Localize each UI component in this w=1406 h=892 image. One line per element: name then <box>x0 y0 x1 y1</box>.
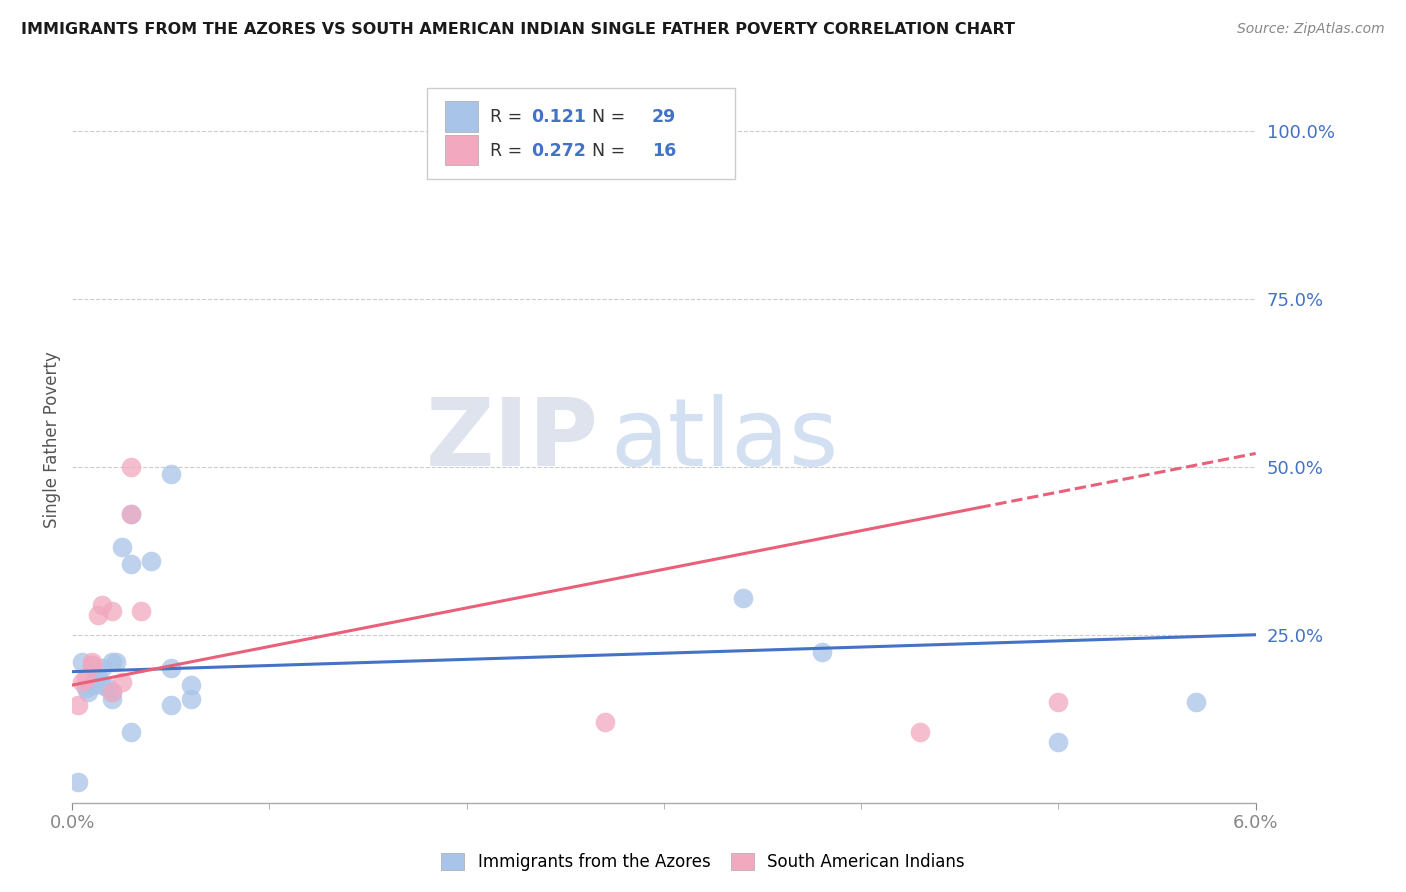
Point <box>80 655 103 669</box>
Point <box>70 655 93 669</box>
Point <box>87 607 110 622</box>
Point <box>77 685 100 699</box>
Point <box>104 655 127 669</box>
Point <box>75 672 97 686</box>
FancyBboxPatch shape <box>446 101 478 132</box>
Point <box>90 598 112 612</box>
Point <box>100 604 122 618</box>
Point <box>160 467 183 481</box>
Point <box>120 725 142 739</box>
Point <box>100 655 122 669</box>
Point <box>120 558 142 572</box>
Point <box>1047 695 1070 709</box>
Point <box>67 698 90 713</box>
Point <box>90 678 112 692</box>
Point <box>67 775 90 789</box>
Point <box>731 591 754 605</box>
Point <box>87 672 110 686</box>
Point <box>110 541 132 555</box>
Point <box>129 604 152 618</box>
FancyBboxPatch shape <box>427 88 735 179</box>
Text: R =: R = <box>489 142 527 160</box>
Text: Source: ZipAtlas.com: Source: ZipAtlas.com <box>1237 22 1385 37</box>
Point <box>180 678 202 692</box>
Point <box>593 714 616 729</box>
Text: ZIP: ZIP <box>426 394 599 486</box>
Point <box>910 725 932 739</box>
Legend: Immigrants from the Azores, South American Indians: Immigrants from the Azores, South Americ… <box>433 845 973 880</box>
Text: 16: 16 <box>652 142 676 160</box>
Point <box>120 459 142 474</box>
Point <box>80 657 103 672</box>
Text: 0.121: 0.121 <box>531 108 586 126</box>
Point <box>90 661 112 675</box>
Point <box>139 554 162 568</box>
Point <box>1185 695 1208 709</box>
Text: 0.272: 0.272 <box>531 142 586 160</box>
Text: 29: 29 <box>652 108 676 126</box>
FancyBboxPatch shape <box>446 135 478 165</box>
Point <box>810 644 832 658</box>
Text: N =: N = <box>581 142 631 160</box>
Text: atlas: atlas <box>610 394 839 486</box>
Point <box>75 681 97 696</box>
Point <box>180 691 202 706</box>
Point <box>160 698 183 713</box>
Point <box>120 507 142 521</box>
Point <box>120 507 142 521</box>
Point <box>84 665 107 679</box>
Point <box>70 674 93 689</box>
Point <box>160 661 183 675</box>
Y-axis label: Single Father Poverty: Single Father Poverty <box>44 351 60 528</box>
Text: N =: N = <box>581 108 631 126</box>
Point <box>1047 735 1070 749</box>
Point <box>97 681 120 696</box>
Point <box>80 657 103 672</box>
Point <box>100 691 122 706</box>
Point <box>110 674 132 689</box>
Point <box>100 685 122 699</box>
Text: IMMIGRANTS FROM THE AZORES VS SOUTH AMERICAN INDIAN SINGLE FATHER POVERTY CORREL: IMMIGRANTS FROM THE AZORES VS SOUTH AMER… <box>21 22 1015 37</box>
Point <box>100 685 122 699</box>
Point <box>80 678 103 692</box>
Text: R =: R = <box>489 108 527 126</box>
